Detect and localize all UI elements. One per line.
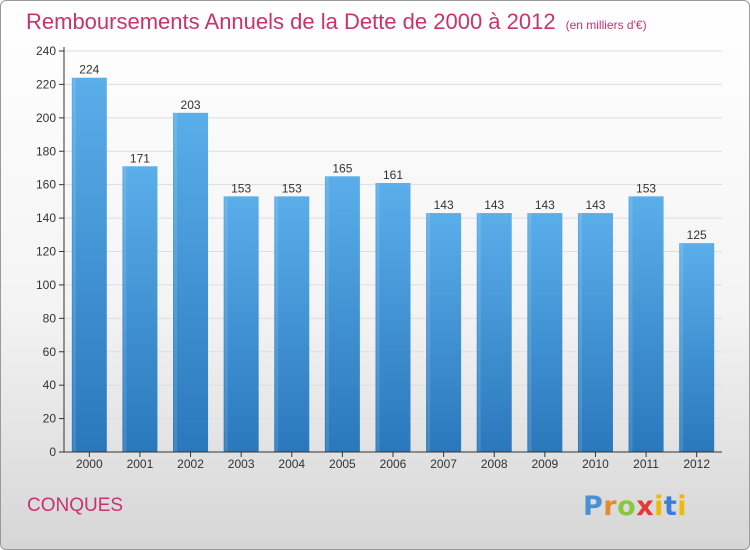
bar — [629, 196, 664, 452]
bar-highlight — [123, 166, 126, 452]
bar-highlight — [377, 183, 380, 452]
bar-highlight — [680, 243, 683, 452]
data-label: 203 — [181, 98, 201, 112]
x-tick-label: 2007 — [430, 457, 457, 471]
bar-highlight — [528, 213, 531, 452]
x-tick-label: 2010 — [582, 457, 609, 471]
bar-highlight — [326, 176, 329, 452]
y-tick-label: 240 — [36, 44, 56, 58]
bar — [679, 243, 714, 452]
data-label: 125 — [687, 228, 707, 242]
y-tick-label: 160 — [36, 178, 56, 192]
data-label: 153 — [282, 181, 302, 195]
x-tick-label: 2012 — [683, 457, 710, 471]
x-tick-label: 2003 — [228, 457, 255, 471]
y-tick-label: 180 — [36, 144, 56, 158]
proxiti-logo: Proxiti — [583, 491, 687, 522]
data-label: 153 — [636, 181, 656, 195]
y-tick-label: 0 — [49, 445, 56, 459]
logo-letter: t — [664, 491, 677, 522]
y-tick-label: 120 — [36, 245, 56, 259]
x-tick-label: 2004 — [278, 457, 305, 471]
x-tick-label: 2000 — [76, 457, 103, 471]
bar — [426, 213, 461, 452]
y-tick-label: 220 — [36, 77, 56, 91]
bar-highlight — [427, 213, 430, 452]
bar-layer: 224 171 203 153 153 165 161 143 143 143 143 153 125 — [72, 63, 714, 452]
bar — [274, 196, 309, 452]
bar — [72, 78, 107, 452]
logo-letter: i — [654, 491, 664, 522]
data-label: 143 — [484, 198, 504, 212]
data-label: 171 — [130, 151, 150, 165]
bar — [527, 213, 562, 452]
bar-highlight — [73, 78, 76, 452]
logo-letter: o — [617, 491, 636, 522]
bar — [325, 176, 360, 452]
bar — [173, 113, 208, 452]
x-tick-label: 2008 — [481, 457, 508, 471]
x-tick-label: 2005 — [329, 457, 356, 471]
commune-name: CONQUES — [27, 495, 123, 517]
bar-highlight — [174, 113, 177, 452]
bar-highlight — [275, 196, 278, 452]
bar-highlight — [579, 213, 582, 452]
y-tick-label: 200 — [36, 111, 56, 125]
bar — [376, 183, 411, 452]
logo-letter: r — [603, 491, 617, 522]
data-label: 143 — [535, 198, 555, 212]
bar-chart: 224171203153 153165 161143 143 143 143153125 … — [1, 1, 750, 550]
y-tick-label: 80 — [43, 311, 57, 325]
data-label: 165 — [332, 161, 352, 175]
data-label: 161 — [383, 168, 403, 182]
bar — [224, 196, 259, 452]
bar — [477, 213, 512, 452]
y-tick-label: 20 — [43, 412, 57, 426]
data-label: 224 — [79, 63, 99, 77]
data-label: 153 — [231, 181, 251, 195]
y-tick-label: 100 — [36, 278, 56, 292]
y-tick-label: 60 — [43, 345, 57, 359]
y-tick-label: 40 — [43, 378, 57, 392]
logo-letter: P — [583, 491, 603, 522]
bar-highlight — [478, 213, 481, 452]
chart-frame: Remboursements Annuels de la Dette de 20… — [0, 0, 750, 550]
y-tick-label: 140 — [36, 211, 56, 225]
bar — [578, 213, 613, 452]
data-label: 143 — [434, 198, 454, 212]
data-label: 143 — [585, 198, 605, 212]
x-tick-label: 2009 — [531, 457, 558, 471]
x-tick-label: 2001 — [127, 457, 154, 471]
bar-highlight — [630, 196, 633, 452]
logo-letter: i — [677, 491, 687, 522]
bar — [122, 166, 157, 452]
logo-letter: x — [636, 491, 654, 522]
bar-highlight — [225, 196, 228, 452]
x-tick-label: 2011 — [633, 457, 659, 471]
x-tick-label: 2002 — [177, 457, 204, 471]
x-tick-label: 2006 — [380, 457, 407, 471]
